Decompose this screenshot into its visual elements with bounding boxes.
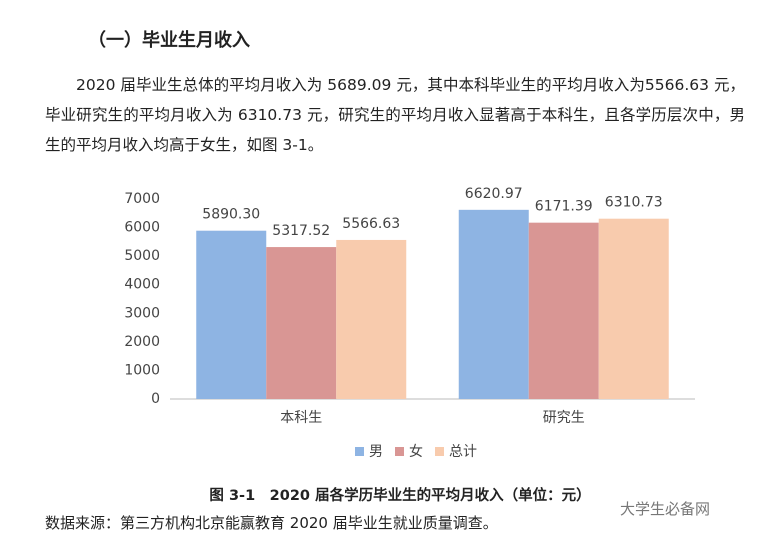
y-tick-label: 6000 bbox=[124, 220, 160, 236]
legend-label: 总计 bbox=[449, 444, 477, 460]
x-tick-label: 本科生 bbox=[280, 410, 322, 426]
value-label: 5317.52 bbox=[272, 223, 330, 239]
x-tick-label: 研究生 bbox=[543, 410, 585, 426]
value-label: 6620.97 bbox=[465, 186, 523, 202]
bar bbox=[458, 209, 529, 399]
y-tick-label: 5000 bbox=[124, 248, 160, 264]
value-label: 5566.63 bbox=[342, 216, 400, 232]
bar bbox=[266, 247, 337, 399]
watermark: 大学生必备网 bbox=[620, 500, 711, 518]
y-tick-label: 0 bbox=[151, 391, 160, 407]
bar bbox=[336, 239, 407, 399]
legend-label: 男 bbox=[369, 444, 383, 460]
bar bbox=[196, 230, 267, 399]
legend-swatch bbox=[435, 447, 444, 456]
bar bbox=[528, 222, 599, 399]
y-tick-label: 2000 bbox=[124, 334, 160, 350]
bar bbox=[598, 218, 669, 399]
legend-swatch bbox=[355, 447, 364, 456]
y-tick-label: 4000 bbox=[124, 277, 160, 293]
source: 数据来源：第三方机构北京能赢教育 2020 届毕业生就业质量调查。 bbox=[45, 514, 498, 532]
paragraph: 2020 届毕业生总体的平均月收入为 5689.09 元，其中本科毕业生的平均月… bbox=[45, 76, 745, 154]
chart: 0 1000 2000 3000 4000 5000 6000 7000 本科生 5890.30 5… bbox=[124, 186, 695, 460]
value-label: 5890.30 bbox=[202, 207, 260, 223]
caption: 图 3-1 2020 届各学历毕业生的平均月收入（单位：元） bbox=[209, 488, 591, 504]
y-tick-label: 7000 bbox=[124, 191, 160, 207]
y-tick-label: 1000 bbox=[124, 362, 160, 378]
legend-label: 女 bbox=[409, 443, 423, 460]
y-tick-label: 3000 bbox=[124, 305, 160, 321]
legend-swatch bbox=[395, 447, 404, 456]
heading: （一）毕业生月收入 bbox=[88, 30, 250, 51]
value-label: 6171.39 bbox=[535, 199, 593, 215]
value-label: 6310.73 bbox=[605, 195, 663, 211]
